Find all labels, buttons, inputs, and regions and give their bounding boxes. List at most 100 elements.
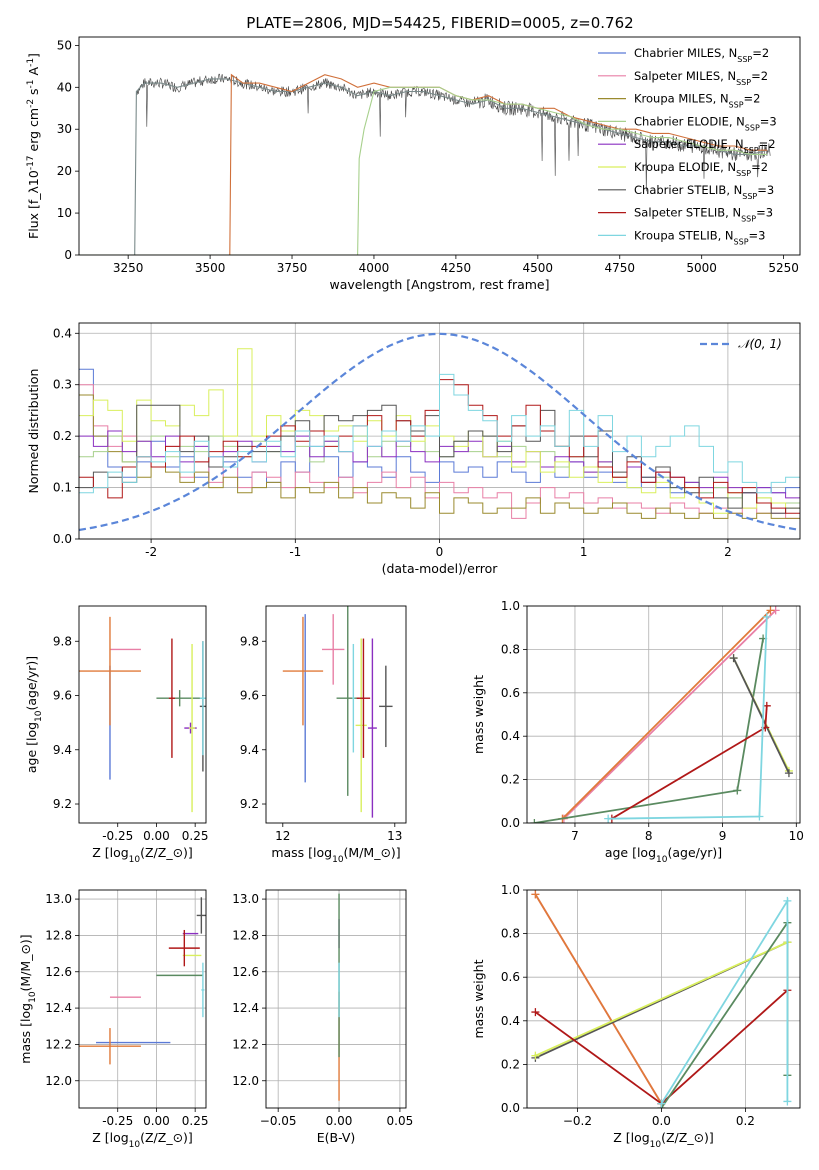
y-tick-label: 0.8 xyxy=(501,642,520,656)
x-tick-label: 0.00 xyxy=(143,829,170,843)
x-tick-label: 13 xyxy=(387,829,402,843)
y-tick-label: 13.0 xyxy=(45,892,72,906)
mass-weight-marker xyxy=(531,1008,540,1017)
x-tick-label: 3500 xyxy=(195,261,226,275)
x-tick-label: 0.25 xyxy=(182,829,209,843)
mass-weight-marker xyxy=(530,819,539,823)
legend-count: =2 xyxy=(751,69,768,83)
mass-weight-series xyxy=(561,609,772,820)
label-segment: 10 xyxy=(129,1140,141,1150)
mass-weight-marker xyxy=(531,890,540,899)
y-tick-label: 0.0 xyxy=(53,532,72,546)
mass-weight-lines xyxy=(531,890,792,1108)
y-tick-label: 0.2 xyxy=(501,773,520,787)
label-segment: (Z/Z_⊙)] xyxy=(661,1130,714,1145)
x-tick-label: -1 xyxy=(289,545,301,559)
y-tick-label: 9.6 xyxy=(240,689,259,703)
y-tick-label: 12.0 xyxy=(45,1074,72,1088)
label-segment: (M/M_⊙)] xyxy=(18,934,33,991)
label-segment: (age/yr)] xyxy=(667,845,722,860)
model-spectrum-line xyxy=(79,73,768,255)
y-axis-label: Flux [f_λ10-17 erg cm-2 s-1 A-1] xyxy=(26,53,41,239)
legend-subscript: SSP xyxy=(745,123,760,132)
label-segment: (Z/Z_⊙)] xyxy=(140,1130,193,1145)
x-tick-label: 8 xyxy=(645,829,653,843)
y-tick-label: 0.2 xyxy=(53,429,72,443)
x-tick-label: 4500 xyxy=(523,261,554,275)
x-tick-label: 0.05 xyxy=(387,1114,414,1128)
x-tick-label: 0.0 xyxy=(652,1114,671,1128)
legend-label: Chabrier STELIB, NSSP=3 xyxy=(634,183,774,201)
label-segment: Z [log xyxy=(92,845,128,860)
x-tick-label: 0.2 xyxy=(736,1114,755,1128)
y-tick-label: 0.0 xyxy=(501,1101,520,1115)
y-tick-label: 0.4 xyxy=(501,729,520,743)
legend-count: =2 xyxy=(751,160,768,174)
x-tick-label: 10 xyxy=(789,829,804,843)
histogram-series xyxy=(79,394,800,519)
y-tick-label: 9.8 xyxy=(240,634,259,648)
label-segment: 10 xyxy=(129,855,141,865)
y-tick-label: 20 xyxy=(57,164,72,178)
axes-frame xyxy=(526,605,801,824)
label-segment: ] xyxy=(26,53,41,58)
x-tick-label: -0.25 xyxy=(102,1114,133,1128)
mass-weight-marker xyxy=(766,606,775,615)
label-segment: wavelength [Angstrom, rest frame] xyxy=(329,277,549,292)
age-vs-mass-panel: 12 13 9.2 9.4 9.6 9.8 mass [log10(M/M_⊙)] xyxy=(240,605,407,865)
x-tick-label: 5250 xyxy=(768,261,799,275)
y-tick-label: 12.2 xyxy=(232,1037,259,1051)
mass-weight-marker xyxy=(783,1097,792,1106)
label-segment: erg cm xyxy=(26,108,41,156)
axes-frame xyxy=(78,889,207,1109)
axes-frame xyxy=(265,889,407,1109)
legend-subscript: SSP xyxy=(742,191,757,200)
y-tick-label: 1.0 xyxy=(501,599,520,613)
y-tick-label: 1.0 xyxy=(501,883,520,897)
y-tick-label: 0.6 xyxy=(501,686,520,700)
x-tick-label: 0.00 xyxy=(143,1114,170,1128)
x-axis-label: Z [log10(Z/Z_⊙)] xyxy=(613,1130,714,1150)
mass-weight-marker xyxy=(729,654,738,663)
model-spectrum-line xyxy=(79,78,768,255)
legend-label: Kroupa ELODIE, NSSP=2 xyxy=(634,160,768,178)
mass-weight-series xyxy=(608,616,768,820)
x-tick-label: 7 xyxy=(571,829,579,843)
y-tick-label: 12.4 xyxy=(45,1001,72,1015)
label-segment: Flux [f_λ10 xyxy=(26,170,41,239)
error-bars xyxy=(282,606,393,818)
x-tick-label: 9 xyxy=(719,829,727,843)
y-tick-label: 9.6 xyxy=(53,689,72,703)
legend-label: Salpeter STELIB, NSSP=3 xyxy=(634,206,773,224)
mass-weight-marker xyxy=(733,786,742,795)
label-segment: (age/yr)] xyxy=(24,656,39,711)
massweight-vs-metallicity-panel: −0.2 0.0 0.2 0.0 0.2 0.4 0.6 0.8 1.0 Z [log10(Z/Z… xyxy=(471,883,801,1150)
legend-count: =3 xyxy=(757,183,774,197)
mass-vs-metallicity-panel: -0.25 0.00 0.25 12.0 12.2 12.4 12.6 12.8 13.0 Z [… xyxy=(18,889,209,1150)
y-tick-label: 10 xyxy=(57,206,72,220)
x-tick-label: −0.2 xyxy=(563,1114,592,1128)
x-tick-label: −0.05 xyxy=(260,1114,297,1128)
y-tick-label: 50 xyxy=(57,38,72,52)
y-tick-label: 12.6 xyxy=(232,965,259,979)
y-axis-label: age [log10(age/yr)] xyxy=(24,656,44,773)
axes-frame xyxy=(78,36,801,256)
legend-count: =3 xyxy=(749,228,766,242)
x-axis-label: Z [log10(Z/Z_⊙)] xyxy=(92,845,193,865)
y-tick-label: 9.2 xyxy=(240,797,259,811)
error-bars xyxy=(79,616,206,813)
y-axis-label: mass weight xyxy=(471,959,486,1038)
x-axis-label: (data-model)/error xyxy=(382,561,499,576)
y-tick-label: 9.4 xyxy=(240,743,259,757)
mass-weight-marker xyxy=(783,896,792,905)
y-tick-label: 12.4 xyxy=(232,1001,259,1015)
label-segment: age [log xyxy=(605,845,656,860)
x-tick-label: 2 xyxy=(724,545,732,559)
mass-weight-marker xyxy=(531,1051,540,1060)
label-segment: E(B-V) xyxy=(317,1130,356,1145)
label-segment: Z [log xyxy=(92,1130,128,1145)
y-tick-label: 12.0 xyxy=(232,1074,259,1088)
label-segment: -1 xyxy=(26,79,36,88)
